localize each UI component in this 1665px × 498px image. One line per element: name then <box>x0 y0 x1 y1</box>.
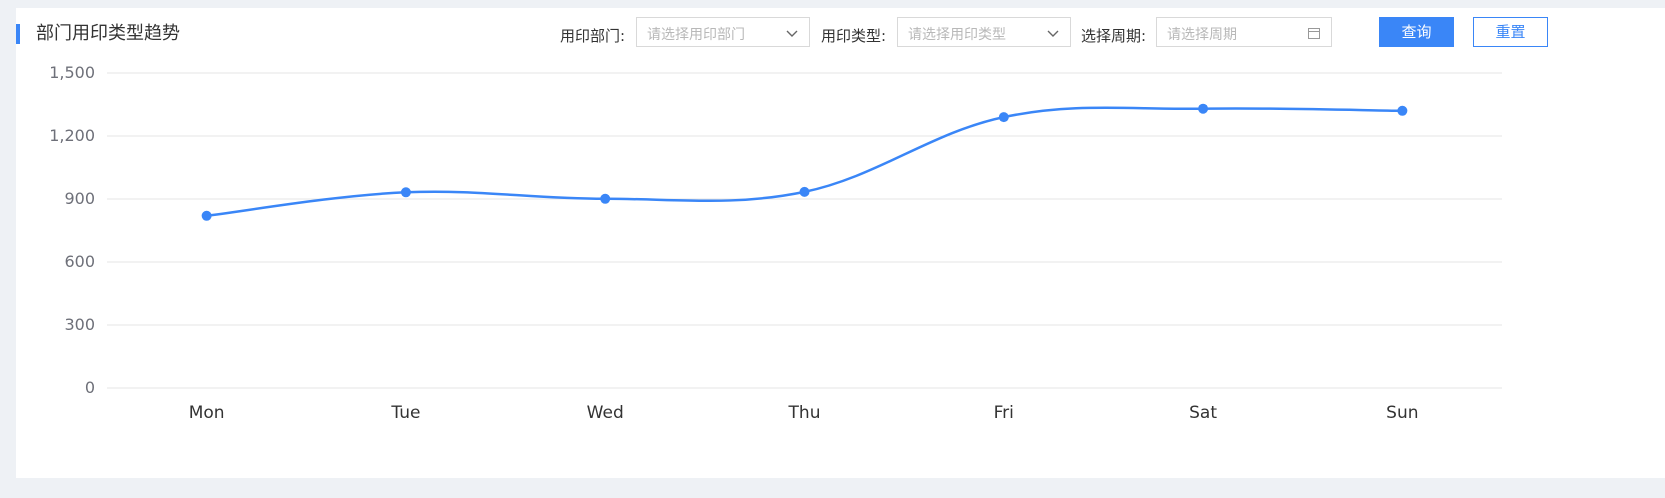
data-point <box>799 186 810 197</box>
y-axis-ticks: 0 300 600 900 1,200 1,500 <box>49 63 95 397</box>
type-placeholder: 请选择用印类型 <box>908 27 1006 43</box>
calendar-icon <box>1308 28 1320 39</box>
x-tick-label: Wed <box>587 403 624 423</box>
filter-bar: 用印部门: 请选择用印部门 用印类型: 请选择用印类型 选择周期: 请选择周期 <box>16 17 1665 51</box>
query-button[interactable]: 查询 <box>1379 17 1454 47</box>
y-tick-label: 0 <box>85 378 95 397</box>
type-label: 用印类型: <box>821 27 887 45</box>
type-select[interactable]: 请选择用印类型 <box>897 17 1071 47</box>
period-placeholder: 请选择周期 <box>1167 27 1237 43</box>
panel-title: 部门用印类型趋势 <box>16 24 180 44</box>
trend-panel: 部门用印类型趋势 用印部门: 请选择用印部门 用印类型: 请选择用印类型 选择周… <box>16 8 1665 478</box>
dept-placeholder: 请选择用印部门 <box>647 27 745 43</box>
x-tick-label: Sun <box>1386 403 1418 423</box>
series-line <box>206 106 1403 218</box>
y-tick-label: 300 <box>64 315 95 334</box>
x-tick-label: Sat <box>1189 403 1217 423</box>
chevron-down-icon <box>1047 30 1059 37</box>
y-tick-label: 1,500 <box>49 63 95 82</box>
y-tick-label: 900 <box>64 189 95 208</box>
y-tick-label: 1,200 <box>49 126 95 145</box>
data-point <box>201 210 212 221</box>
x-tick-label: Thu <box>788 403 821 423</box>
reset-button[interactable]: 重置 <box>1473 17 1548 47</box>
x-tick-label: Fri <box>994 403 1014 423</box>
data-point <box>600 193 611 204</box>
dept-label: 用印部门: <box>560 27 626 45</box>
data-point <box>400 187 411 198</box>
y-tick-label: 600 <box>64 252 95 271</box>
dept-select[interactable]: 请选择用印部门 <box>636 17 810 47</box>
series-points <box>201 103 1408 221</box>
chart-grid <box>107 72 1502 389</box>
trend-line-chart: 0 300 600 900 1,200 1,500 Mon Tue Wed Thu Fri Sat S… <box>49 63 1502 423</box>
period-picker[interactable]: 请选择周期 <box>1156 17 1332 47</box>
data-point <box>1397 105 1408 116</box>
x-tick-label: Tue <box>390 403 420 423</box>
data-point <box>998 112 1009 123</box>
period-label: 选择周期: <box>1081 27 1147 45</box>
chevron-down-icon <box>786 30 798 37</box>
x-axis-ticks: Mon Tue Wed Thu Fri Sat Sun <box>189 403 1419 423</box>
data-point <box>1198 103 1209 114</box>
x-tick-label: Mon <box>189 403 225 423</box>
